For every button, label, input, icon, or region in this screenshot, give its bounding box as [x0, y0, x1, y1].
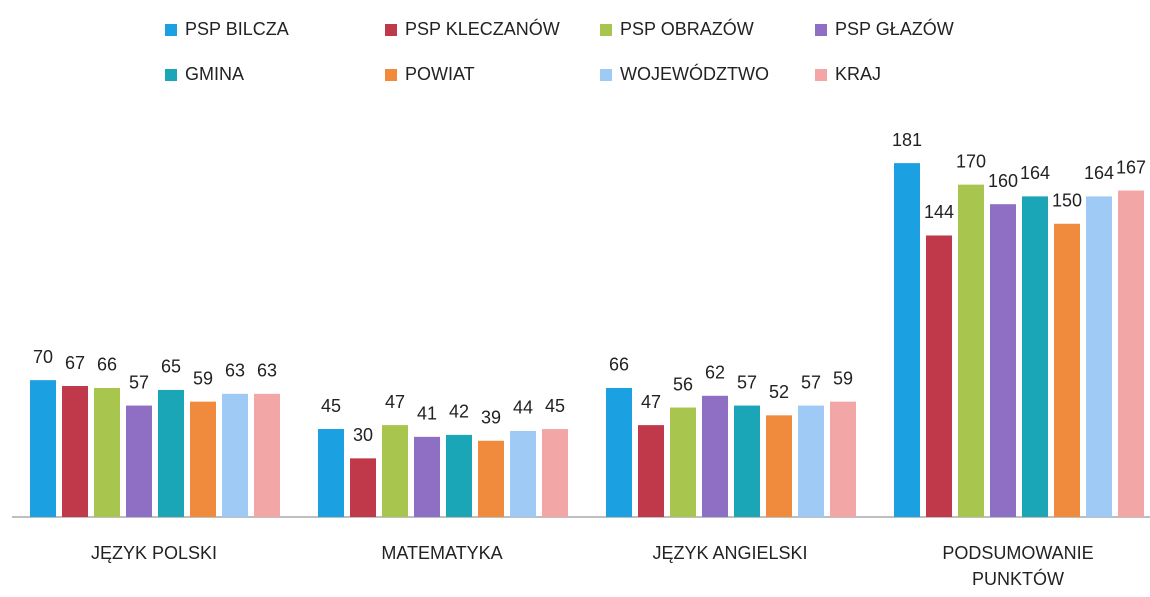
legend-label: KRAJ — [835, 64, 881, 84]
legend-swatch — [600, 24, 612, 36]
bar — [1054, 223, 1080, 517]
data-label: 62 — [705, 363, 725, 383]
legend-label: WOJEWÓDZTWO — [620, 63, 769, 84]
x-tick-label: MATEMATYKA — [381, 543, 503, 563]
legend-label: PSP KLECZANÓW — [405, 18, 560, 39]
bar — [798, 405, 824, 517]
bar — [926, 235, 952, 518]
x-tick-label: JĘZYK POLSKI — [90, 543, 218, 563]
bar — [158, 389, 184, 517]
data-label: 170 — [956, 151, 986, 171]
bar — [638, 425, 664, 517]
legend-label: PSP GŁAZÓW — [835, 18, 954, 39]
legend-swatch — [385, 24, 397, 36]
data-label: 59 — [833, 368, 853, 388]
bar — [1086, 196, 1112, 517]
bar — [510, 430, 536, 517]
data-label: 47 — [641, 392, 661, 412]
data-label: 45 — [545, 396, 565, 416]
data-label: 47 — [385, 392, 405, 412]
data-label: 39 — [481, 408, 501, 428]
data-label: 42 — [449, 402, 469, 422]
legend-label: PSP BILCZA — [185, 19, 289, 39]
legend-swatch — [815, 24, 827, 36]
bar — [126, 405, 152, 517]
bar — [734, 405, 760, 517]
bar — [1022, 196, 1048, 517]
data-label: 70 — [33, 347, 53, 367]
bar — [478, 440, 504, 517]
bar — [670, 407, 696, 517]
data-label: 63 — [257, 361, 277, 381]
data-label: 44 — [513, 398, 533, 418]
data-label: 57 — [129, 372, 149, 392]
bar — [318, 429, 344, 517]
data-label: 63 — [225, 361, 245, 381]
bar — [702, 395, 728, 517]
bar — [958, 184, 984, 517]
bar — [990, 204, 1016, 517]
data-label: 65 — [161, 357, 181, 377]
x-tick-label: JĘZYK ANGIELSKI — [652, 543, 808, 563]
data-label: 52 — [769, 382, 789, 402]
bar — [254, 393, 280, 517]
bar — [542, 429, 568, 517]
data-label: 57 — [801, 372, 821, 392]
bar — [766, 415, 792, 517]
legend-swatch — [165, 24, 177, 36]
data-label: 66 — [97, 355, 117, 375]
data-label: 57 — [737, 372, 757, 392]
bar — [830, 401, 856, 517]
data-label: 164 — [1084, 163, 1114, 183]
bar — [606, 387, 632, 517]
data-label: 164 — [1020, 163, 1050, 183]
bar — [894, 163, 920, 517]
bar — [446, 434, 472, 517]
bar — [62, 386, 88, 517]
x-tick-label: PODSUMOWANIE PUNKTÓW — [942, 543, 1094, 589]
data-label: 56 — [673, 374, 693, 394]
data-label: 167 — [1116, 157, 1146, 177]
bar — [414, 436, 440, 517]
bar — [222, 393, 248, 517]
bar — [190, 401, 216, 517]
bar — [1118, 190, 1144, 517]
data-label: 160 — [988, 171, 1018, 191]
data-label: 67 — [65, 353, 85, 373]
data-label: 181 — [892, 130, 922, 150]
data-label: 41 — [417, 404, 437, 424]
bar — [30, 380, 56, 517]
data-label: 66 — [609, 355, 629, 375]
data-label: 30 — [353, 425, 373, 445]
legend-swatch — [815, 69, 827, 81]
bar — [350, 458, 376, 517]
legend-swatch — [385, 69, 397, 81]
bar — [94, 387, 120, 517]
data-label: 59 — [193, 368, 213, 388]
legend-label: GMINA — [185, 64, 244, 84]
legend-swatch — [600, 69, 612, 81]
legend-swatch — [165, 69, 177, 81]
legend-label: POWIAT — [405, 64, 475, 84]
data-label: 45 — [321, 396, 341, 416]
data-label: 144 — [924, 202, 954, 222]
bar — [382, 425, 408, 517]
legend-label: PSP OBRAZÓW — [620, 18, 754, 39]
data-label: 150 — [1052, 191, 1082, 211]
